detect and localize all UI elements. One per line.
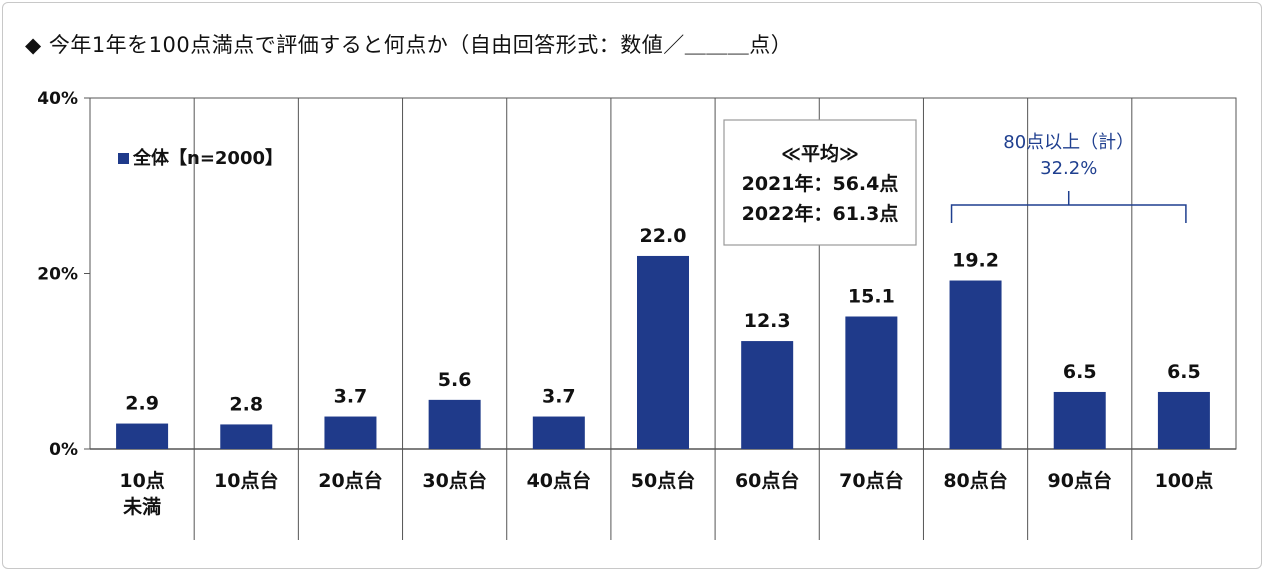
data-label: 6.5 bbox=[1167, 361, 1201, 383]
x-tick-label: 40点台 bbox=[527, 469, 591, 492]
bar bbox=[1157, 391, 1210, 449]
x-tick-label: 30点台 bbox=[422, 469, 486, 492]
average-box: ≪平均≫ 2021年：56.4点 2022年：61.3点 bbox=[723, 119, 917, 246]
average-box-title: ≪平均≫ bbox=[781, 142, 859, 165]
average-box-line: 2021年：56.4点 bbox=[742, 172, 899, 195]
y-tick-label: 40% bbox=[37, 89, 78, 109]
bar bbox=[1053, 391, 1106, 449]
data-label: 3.7 bbox=[542, 386, 576, 408]
y-tick-label: 20% bbox=[37, 265, 78, 285]
data-label: 12.3 bbox=[744, 310, 791, 332]
x-tick-label: 90点台 bbox=[1048, 469, 1112, 492]
data-label: 19.2 bbox=[952, 250, 999, 272]
bar bbox=[532, 416, 585, 449]
bar bbox=[637, 255, 689, 449]
average-box-line: 2022年：61.3点 bbox=[742, 202, 899, 225]
bracket-label: 80点以上（計） bbox=[1003, 132, 1134, 153]
x-tick-label: 70点台 bbox=[839, 469, 903, 492]
legend-label: 全体【n=2000】 bbox=[132, 147, 283, 169]
bracket-line bbox=[950, 204, 1187, 223]
x-tick-label: 100点 bbox=[1155, 470, 1214, 492]
x-tick-label: 未満 bbox=[122, 495, 161, 518]
x-tick-label: 60点台 bbox=[735, 469, 799, 492]
bracket-value: 32.2% bbox=[1040, 158, 1097, 179]
chart-title: ◆ 今年1年を100点満点で評価すると何点か（自由回答形式：数値／＿＿＿点） bbox=[25, 33, 793, 57]
data-label: 3.7 bbox=[334, 386, 368, 408]
bar bbox=[220, 424, 273, 449]
data-label: 6.5 bbox=[1063, 361, 1097, 383]
bar bbox=[949, 280, 1002, 449]
bar bbox=[741, 341, 794, 449]
data-label: 22.0 bbox=[640, 225, 687, 247]
legend: 全体【n=2000】 bbox=[118, 147, 283, 169]
y-tick-label: 0% bbox=[49, 440, 78, 460]
legend-swatch bbox=[118, 153, 129, 164]
bar bbox=[428, 399, 481, 449]
data-label: 5.6 bbox=[438, 369, 472, 391]
x-tick-label: 10点 bbox=[119, 470, 164, 492]
data-label: 2.9 bbox=[125, 393, 159, 415]
bracket-annotation: 80点以上（計） 32.2% bbox=[950, 132, 1187, 223]
bar bbox=[324, 416, 377, 449]
data-label: 15.1 bbox=[848, 285, 895, 307]
x-tick-label: 10点台 bbox=[214, 469, 278, 492]
x-tick-label: 80点台 bbox=[943, 469, 1007, 492]
average-box-border bbox=[723, 119, 917, 246]
x-tick-label: 50点台 bbox=[631, 469, 695, 492]
bar bbox=[116, 423, 169, 449]
x-tick-label: 20点台 bbox=[318, 469, 382, 492]
data-label: 2.8 bbox=[229, 393, 263, 415]
bar bbox=[845, 316, 898, 449]
